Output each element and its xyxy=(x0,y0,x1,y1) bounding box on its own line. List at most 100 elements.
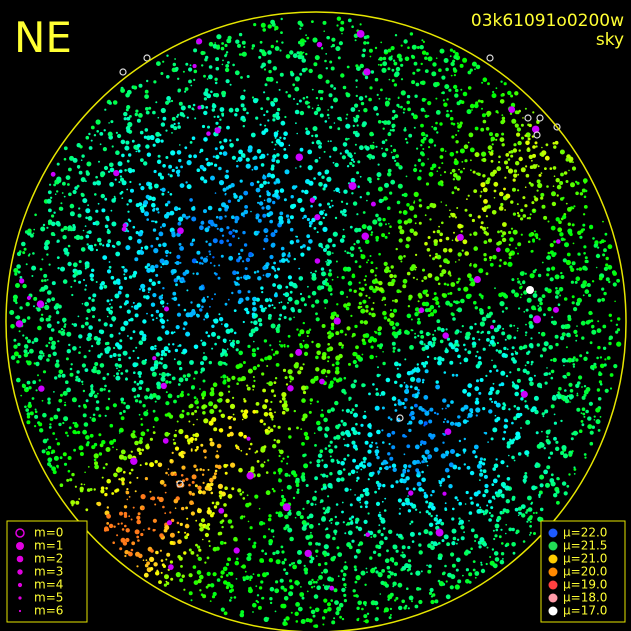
star xyxy=(68,167,72,172)
star xyxy=(287,296,293,302)
star xyxy=(277,513,283,518)
star xyxy=(271,265,275,270)
star xyxy=(343,565,348,571)
star xyxy=(155,395,161,400)
star xyxy=(377,487,381,490)
star xyxy=(352,351,357,357)
star xyxy=(202,411,206,415)
star xyxy=(512,229,518,235)
star xyxy=(444,502,447,505)
star xyxy=(163,352,167,357)
star xyxy=(218,391,224,397)
star xyxy=(459,148,465,154)
star xyxy=(160,72,164,75)
star xyxy=(492,169,497,174)
star xyxy=(505,509,510,514)
star xyxy=(56,256,60,259)
star xyxy=(178,207,181,211)
star xyxy=(381,233,386,238)
star xyxy=(591,324,595,329)
star xyxy=(182,271,187,276)
star xyxy=(546,185,549,188)
star xyxy=(236,160,239,163)
star xyxy=(306,330,310,335)
star xyxy=(102,466,106,470)
star xyxy=(118,364,122,368)
star xyxy=(303,214,307,219)
star xyxy=(252,366,257,371)
star xyxy=(264,83,268,87)
star xyxy=(575,276,581,282)
star xyxy=(345,137,348,141)
star xyxy=(90,139,93,142)
star xyxy=(127,230,130,233)
star xyxy=(499,258,502,262)
star xyxy=(360,570,366,576)
star xyxy=(162,60,165,63)
star xyxy=(480,100,484,104)
star xyxy=(208,545,211,547)
star xyxy=(555,394,559,397)
star xyxy=(214,192,217,194)
star xyxy=(494,287,496,290)
star xyxy=(168,380,172,384)
star xyxy=(402,111,405,114)
star xyxy=(108,265,112,269)
star xyxy=(607,264,613,270)
star xyxy=(481,330,484,334)
star xyxy=(390,309,392,312)
star xyxy=(582,281,587,285)
star xyxy=(99,242,102,246)
star xyxy=(342,142,348,147)
star xyxy=(581,407,586,412)
star xyxy=(284,514,289,520)
star xyxy=(488,409,493,414)
star xyxy=(458,517,461,520)
star xyxy=(428,433,433,438)
star xyxy=(111,145,114,148)
star xyxy=(367,478,370,481)
star xyxy=(28,386,32,390)
star xyxy=(369,255,372,257)
star xyxy=(419,45,424,50)
star xyxy=(157,159,161,163)
star xyxy=(146,428,150,432)
star xyxy=(295,620,299,623)
star xyxy=(288,144,291,147)
star xyxy=(109,162,114,168)
star xyxy=(347,472,352,476)
star xyxy=(236,164,239,168)
star xyxy=(327,335,332,339)
star xyxy=(392,585,395,588)
star xyxy=(74,423,79,428)
star xyxy=(430,595,434,598)
star xyxy=(56,190,59,193)
star xyxy=(104,197,108,201)
star xyxy=(366,191,370,196)
star xyxy=(340,431,346,436)
star xyxy=(480,568,486,574)
star xyxy=(267,172,272,178)
star xyxy=(336,459,339,462)
star xyxy=(397,96,400,99)
star xyxy=(339,615,342,619)
star xyxy=(333,87,337,90)
star xyxy=(306,501,309,505)
star xyxy=(482,469,487,474)
star xyxy=(313,110,319,116)
star xyxy=(425,134,429,138)
star xyxy=(242,320,245,324)
star xyxy=(211,331,216,337)
star xyxy=(559,149,565,155)
star xyxy=(396,289,401,294)
star xyxy=(562,258,567,263)
star xyxy=(481,510,485,513)
star xyxy=(176,420,179,423)
star xyxy=(274,229,278,233)
star xyxy=(128,170,132,174)
star xyxy=(341,510,344,514)
star xyxy=(405,175,408,178)
star xyxy=(539,474,545,480)
star xyxy=(47,457,53,463)
star xyxy=(376,606,379,610)
